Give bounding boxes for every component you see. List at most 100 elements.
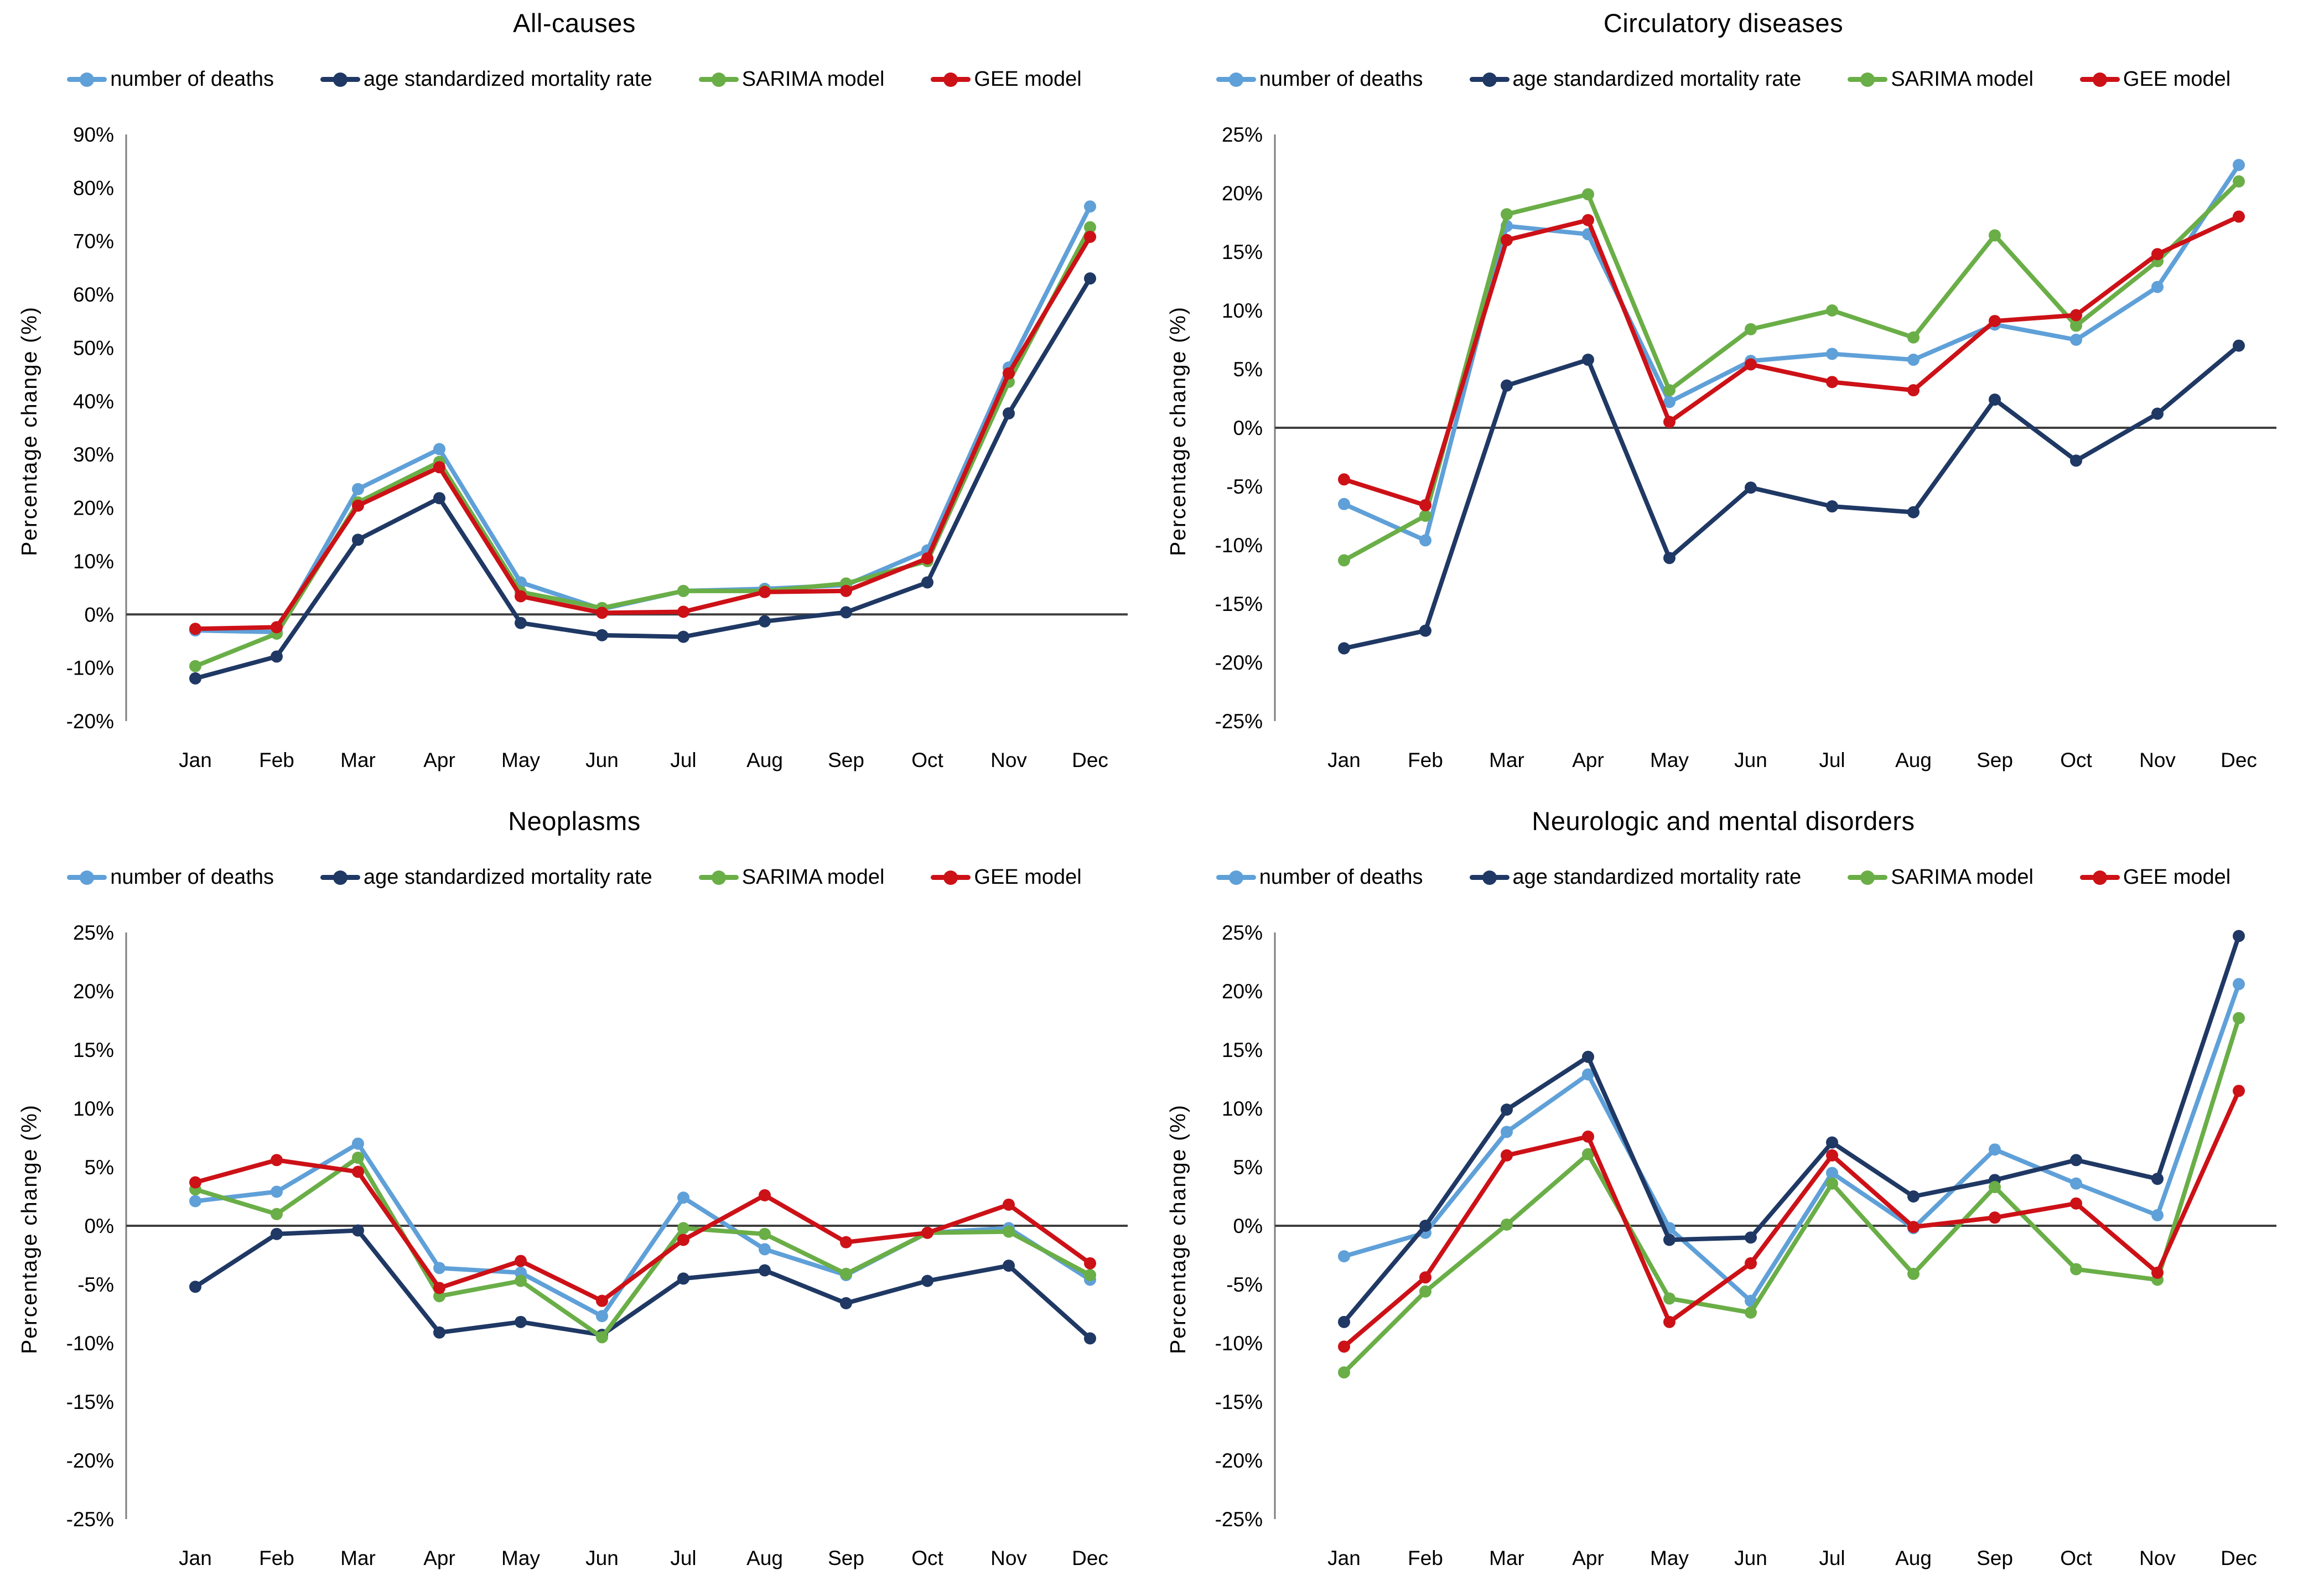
series-line-gee-model xyxy=(1342,1089,2241,1349)
x-tick-label: Dec xyxy=(1072,1547,1108,1569)
x-tick-label: Jan xyxy=(1327,749,1361,771)
data-point-number-of-deaths xyxy=(1338,498,1350,510)
data-point-number-of-deaths xyxy=(2233,978,2245,991)
y-tick-label: -10% xyxy=(66,1332,114,1355)
x-tick-label: Dec xyxy=(2221,1547,2257,1569)
data-point-gee-model xyxy=(1338,473,1350,486)
data-point-age-standardized-mortality-rate xyxy=(1084,272,1096,285)
x-tick-label: Oct xyxy=(911,749,943,771)
data-point-gee-model xyxy=(1419,1271,1431,1284)
data-point-sarima-model xyxy=(1907,1267,1920,1280)
series-line-gee-model xyxy=(1342,214,2241,507)
legend-line-dot-marker xyxy=(1848,870,1888,885)
data-point-age-standardized-mortality-rate xyxy=(759,615,771,628)
data-point-gee-model xyxy=(1501,1149,1513,1162)
x-tick-label: Dec xyxy=(1072,749,1108,771)
data-point-age-standardized-mortality-rate xyxy=(1338,642,1350,655)
legend-item-number-of-deaths: number of deaths xyxy=(1216,68,1423,91)
data-point-age-standardized-mortality-rate xyxy=(271,1227,283,1240)
x-tick-label: Mar xyxy=(340,749,376,771)
data-point-sarima-model xyxy=(596,1331,608,1344)
data-point-age-standardized-mortality-rate xyxy=(759,1264,771,1277)
y-tick-label: 15% xyxy=(1222,1039,1263,1061)
y-tick-label: 20% xyxy=(73,980,114,1003)
data-point-sarima-model xyxy=(2233,1012,2245,1024)
legend-item-sarima-model: SARIMA model xyxy=(1848,866,2034,889)
legend: number of deaths age standardized mortal… xyxy=(1149,866,2298,889)
y-tick-label: -20% xyxy=(1215,1449,1263,1472)
series-line-age-standardized-mortality-rate xyxy=(1342,934,2241,1324)
y-tick-label: 25% xyxy=(1222,123,1263,146)
data-point-number-of-deaths xyxy=(2070,334,2082,346)
legend-line-dot-marker xyxy=(67,72,107,87)
legend-line-dot-marker xyxy=(2079,870,2120,885)
legend-label: age standardized mortality rate xyxy=(1512,68,1802,91)
x-tick-label: Mar xyxy=(340,1547,376,1569)
x-tick-label: Jun xyxy=(1734,1547,1767,1569)
data-point-age-standardized-mortality-rate xyxy=(1419,1220,1431,1232)
data-point-number-of-deaths xyxy=(2151,1209,2164,1221)
chart-panel-neoplasms: Neoplasms number of deaths age standardi… xyxy=(0,798,1149,1596)
x-tick-label: Dec xyxy=(2221,749,2257,771)
x-tick-label: Nov xyxy=(990,749,1027,771)
legend-line-dot-marker xyxy=(931,870,971,885)
y-tick-label: -25% xyxy=(66,1508,114,1531)
data-point-gee-model xyxy=(515,1255,527,1267)
data-point-gee-model xyxy=(921,1226,933,1239)
legend-label: number of deaths xyxy=(1259,866,1423,889)
y-tick-label: -20% xyxy=(1215,651,1263,674)
legend-label: GEE model xyxy=(2123,68,2231,91)
data-point-age-standardized-mortality-rate xyxy=(189,1281,201,1293)
data-point-number-of-deaths xyxy=(1826,1167,1838,1179)
data-point-gee-model xyxy=(596,1294,608,1307)
plot-area: 90% 80% 70% 60% 50% 40% 30% 20% 10% 0% -10% -20% Jan… xyxy=(66,123,1128,771)
y-tick-label: -15% xyxy=(1215,593,1263,615)
series-line-sarima-model xyxy=(193,1155,1092,1340)
x-tick-label: May xyxy=(501,749,540,771)
data-point-sarima-model xyxy=(2233,175,2245,188)
data-point-number-of-deaths xyxy=(677,1191,689,1204)
legend-label: number of deaths xyxy=(110,68,274,91)
data-point-gee-model xyxy=(2151,1266,2164,1279)
data-point-gee-model xyxy=(1003,1198,1015,1211)
data-point-age-standardized-mortality-rate xyxy=(2233,339,2245,352)
legend-item-number-of-deaths: number of deaths xyxy=(67,866,274,889)
data-point-age-standardized-mortality-rate xyxy=(1582,1050,1594,1063)
legend-line-dot-marker xyxy=(320,870,361,885)
x-tick-label: Oct xyxy=(2060,749,2092,771)
legend: number of deaths age standardized mortal… xyxy=(0,866,1149,889)
data-point-age-standardized-mortality-rate xyxy=(433,492,445,505)
data-point-number-of-deaths xyxy=(352,483,364,495)
data-point-number-of-deaths xyxy=(1826,348,1838,360)
x-tick-label: Sep xyxy=(828,749,864,771)
y-axis-title: Percentage change (%) xyxy=(1166,305,1190,556)
data-point-age-standardized-mortality-rate xyxy=(921,576,933,589)
x-tick-label: Sep xyxy=(828,1547,864,1569)
x-tick-label: May xyxy=(501,1547,540,1569)
series-line-gee-model xyxy=(193,235,1092,631)
plot-area: 25% 20% 15% 10% 5% 0% -5% -10% -15% -20% -25% Jan Fe… xyxy=(66,921,1128,1569)
data-point-gee-model xyxy=(1907,1221,1920,1234)
data-point-sarima-model xyxy=(1826,1177,1838,1190)
y-tick-label: -15% xyxy=(1215,1391,1263,1413)
legend-label: SARIMA model xyxy=(1891,68,2034,91)
legend-item-gee-model: GEE model xyxy=(931,68,1082,91)
data-point-gee-model xyxy=(1989,315,2001,328)
x-tick-label: Mar xyxy=(1489,1547,1524,1569)
series-line-number-of-deaths xyxy=(1342,163,2241,543)
plot-area: 25% 20% 15% 10% 5% 0% -5% -10% -15% -20% -25% Jan Fe… xyxy=(1215,123,2276,771)
data-point-age-standardized-mortality-rate xyxy=(921,1274,933,1287)
y-tick-label: 0% xyxy=(1233,1215,1263,1237)
y-tick-label: 50% xyxy=(73,336,114,359)
y-tick-label: 10% xyxy=(73,1097,114,1120)
x-tick-label: Jan xyxy=(1327,1547,1361,1569)
data-point-age-standardized-mortality-rate xyxy=(677,1272,689,1285)
data-point-age-standardized-mortality-rate xyxy=(2151,407,2164,420)
x-tick-label: Feb xyxy=(259,1547,294,1569)
data-point-sarima-model xyxy=(1338,1366,1350,1379)
legend-label: SARIMA model xyxy=(741,68,885,91)
data-point-gee-model xyxy=(1419,499,1431,511)
data-point-age-standardized-mortality-rate xyxy=(1419,624,1431,637)
data-point-sarima-model xyxy=(352,1152,364,1164)
legend-item-age-standardized-mortality-rate: age standardized mortality rate xyxy=(320,68,652,91)
